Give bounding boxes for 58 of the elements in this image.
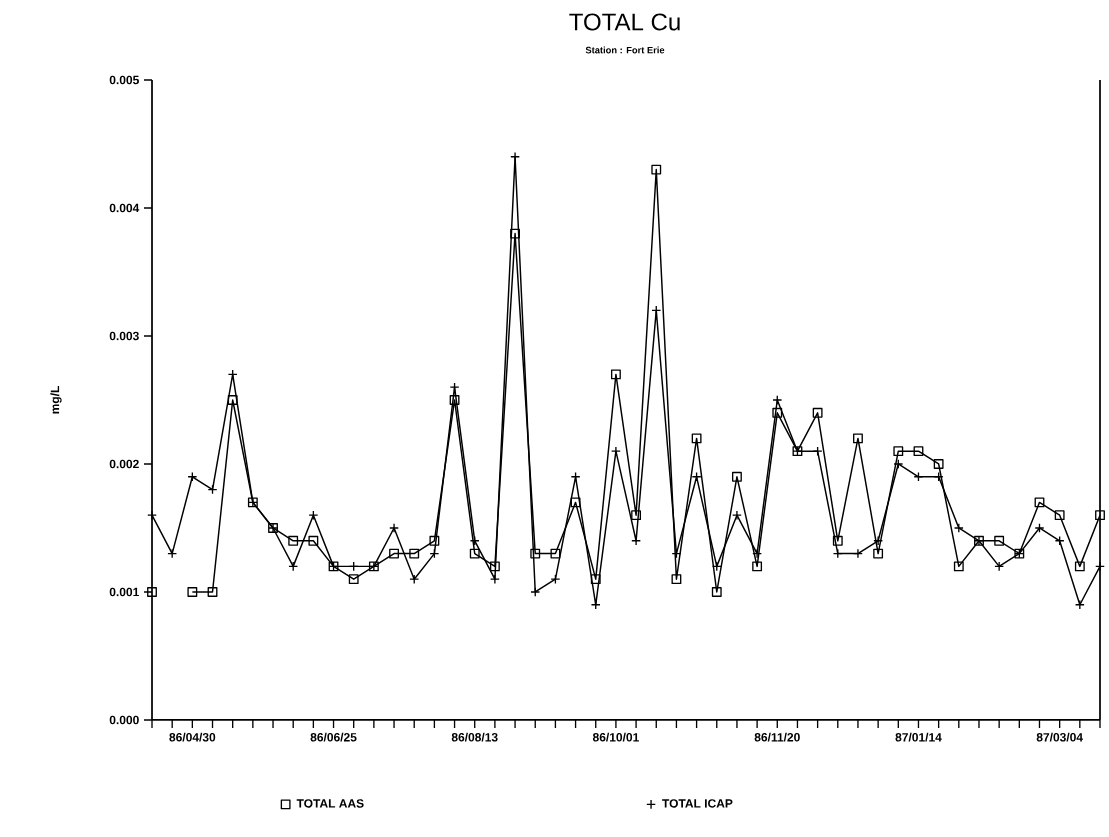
x-tick-label: 87/03/04 bbox=[1036, 732, 1083, 742]
point bbox=[711, 587, 722, 597]
point bbox=[671, 574, 682, 585]
point bbox=[610, 369, 621, 380]
point bbox=[893, 446, 904, 457]
point bbox=[590, 574, 601, 585]
point bbox=[853, 433, 863, 444]
point bbox=[227, 395, 238, 405]
point bbox=[732, 471, 742, 482]
y-tick-label: 0.004 bbox=[109, 203, 140, 213]
point bbox=[1074, 561, 1085, 572]
point bbox=[1054, 510, 1065, 521]
y-tick-label: 0.003 bbox=[109, 331, 139, 341]
y-axis-title: mg/L bbox=[50, 386, 62, 414]
point bbox=[772, 407, 783, 418]
point bbox=[530, 548, 541, 559]
point bbox=[449, 395, 460, 405]
point bbox=[1095, 510, 1105, 521]
point bbox=[348, 574, 359, 585]
legend-label: TOTAL ICAP bbox=[662, 799, 733, 808]
point bbox=[389, 548, 399, 559]
chart-subtitle: Station : Fort Erie bbox=[585, 46, 665, 54]
point bbox=[1034, 497, 1045, 508]
point bbox=[752, 561, 763, 572]
point bbox=[187, 587, 198, 597]
point bbox=[631, 510, 642, 521]
point bbox=[288, 535, 299, 546]
point bbox=[832, 535, 843, 546]
point bbox=[913, 446, 924, 457]
point bbox=[953, 561, 964, 572]
point bbox=[873, 548, 884, 559]
y-tick-label: 0.005 bbox=[109, 75, 139, 85]
point bbox=[489, 561, 500, 572]
y-tick-label: 0.002 bbox=[109, 459, 139, 469]
point bbox=[933, 459, 944, 469]
x-tick-label: 86/10/01 bbox=[592, 732, 639, 742]
point bbox=[469, 548, 480, 559]
point bbox=[651, 164, 662, 175]
point bbox=[147, 587, 157, 597]
point bbox=[510, 228, 520, 239]
point bbox=[308, 535, 319, 546]
x-tick-label: 86/06/25 bbox=[310, 732, 357, 742]
x-tick-label: 86/04/30 bbox=[169, 732, 216, 742]
chart-title: TOTAL Cu bbox=[569, 13, 680, 31]
y-tick-label: 0.001 bbox=[109, 587, 139, 597]
point bbox=[409, 548, 420, 559]
x-tick-label: 86/08/13 bbox=[451, 732, 498, 742]
legend-label: TOTAL AAS bbox=[296, 799, 364, 808]
point bbox=[550, 548, 561, 559]
point bbox=[207, 587, 218, 597]
point bbox=[691, 433, 702, 444]
x-tick-label: 86/11/20 bbox=[754, 732, 800, 742]
point bbox=[429, 535, 440, 546]
y-tick-label: 0.000 bbox=[109, 715, 139, 725]
point bbox=[812, 407, 823, 418]
point bbox=[994, 535, 1005, 546]
point bbox=[570, 497, 581, 508]
x-tick-label: 87/01/14 bbox=[895, 732, 942, 742]
